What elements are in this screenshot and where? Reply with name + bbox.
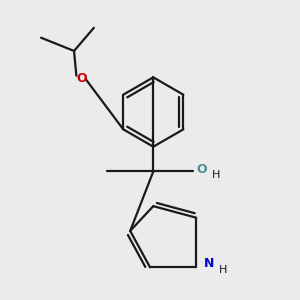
Text: O: O	[76, 73, 87, 85]
Text: H: H	[212, 170, 220, 180]
Text: H: H	[219, 265, 227, 275]
Text: N: N	[204, 257, 214, 270]
Text: O: O	[196, 163, 206, 176]
